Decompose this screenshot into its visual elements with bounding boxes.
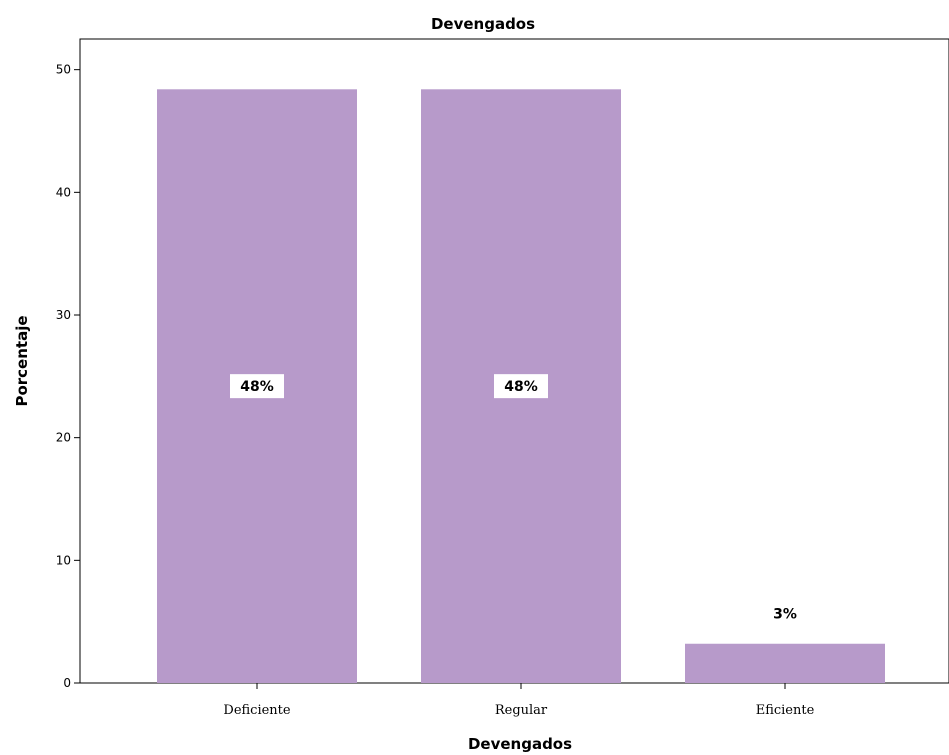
x-axis: Deficiente Regular Eficiente (223, 683, 815, 718)
y-tick-label: 40 (56, 185, 71, 199)
bar-eficiente (685, 643, 885, 683)
data-label: 48% (504, 379, 538, 395)
data-labels: 48% 48% 3% (230, 374, 797, 623)
data-label: 48% (240, 379, 274, 395)
y-tick-label: 50 (56, 63, 71, 77)
chart-title: Devengados (431, 15, 535, 33)
x-tick-label: Regular (495, 703, 548, 718)
x-axis-title: Devengados (468, 735, 572, 753)
y-tick-label: 30 (56, 308, 71, 322)
x-tick-label: Deficiente (223, 703, 291, 718)
y-axis: 0 10 20 30 40 50 (56, 63, 80, 690)
data-label-bg (230, 374, 284, 399)
x-tick-label: Eficiente (756, 703, 815, 718)
y-tick-label: 0 (63, 676, 71, 690)
data-label-bg (494, 374, 548, 399)
y-tick-label: 10 (56, 553, 71, 567)
y-tick-label: 20 (56, 431, 71, 445)
data-label: 3% (773, 607, 797, 623)
y-axis-title: Porcentaje (13, 315, 31, 406)
